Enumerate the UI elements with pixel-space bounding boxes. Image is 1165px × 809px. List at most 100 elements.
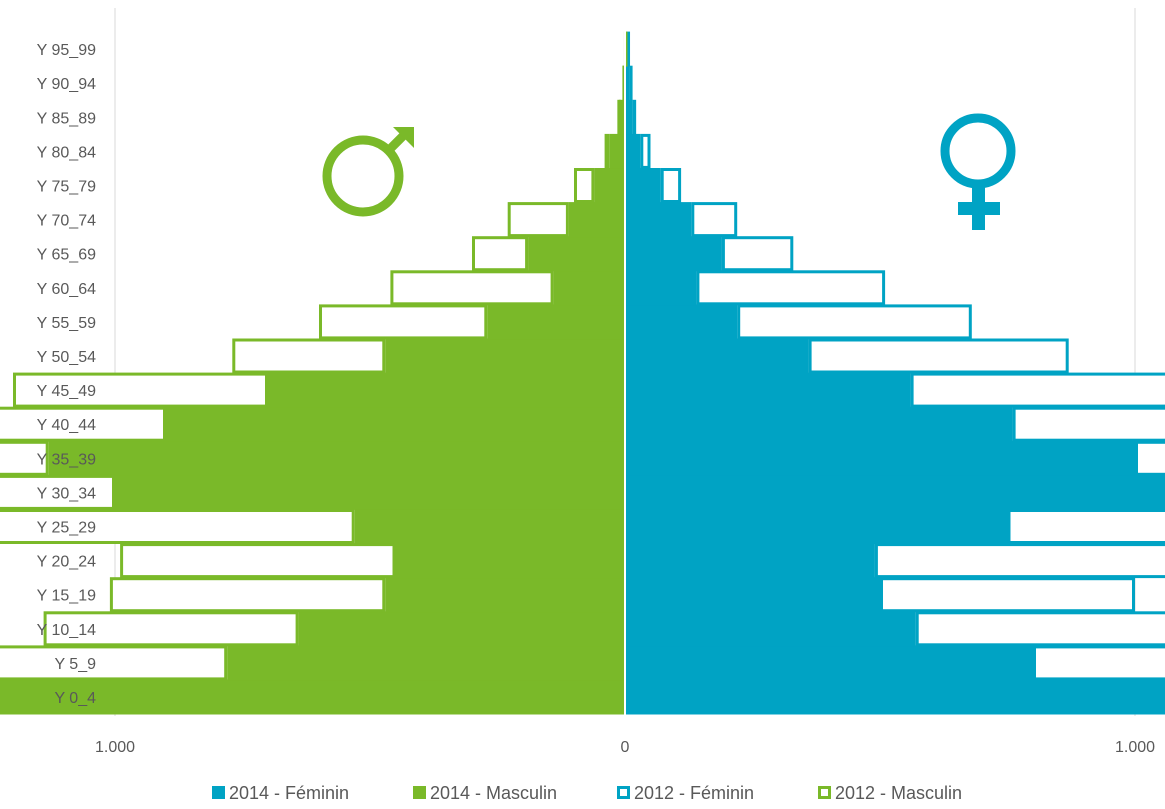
- legend-label: 2012 - Masculin: [835, 783, 962, 803]
- y-tick-label: Y 75_79: [37, 179, 96, 196]
- bar-male-2014: [0, 679, 626, 715]
- bar-male-2014: [227, 645, 625, 681]
- bar-male-2014: [115, 474, 625, 510]
- bar-male-2014: [487, 304, 625, 340]
- y-tick-label: Y 95_99: [37, 42, 96, 59]
- bar-female-2014: [625, 577, 880, 613]
- y-axis-labels: Y 0_4 Y 5_9 Y 10_14 Y 15_19 Y 20_24 Y 25_29 Y …: [37, 42, 96, 707]
- y-tick-label: Y 20_24: [37, 554, 96, 571]
- bar-male-2012: [390, 270, 554, 306]
- y-tick-label: Y 50_54: [37, 349, 96, 366]
- bar-male-2012: [0, 406, 166, 442]
- legend-item: 2012 - Féminin: [617, 783, 754, 803]
- legend: 2014 - Féminin 2014 - Masculin 2012 - Fémi…: [212, 783, 962, 803]
- bar-female-2012: [880, 577, 1135, 613]
- legend-swatch: [818, 786, 831, 799]
- bar-male-2014: [298, 611, 625, 647]
- y-tick-label: Y 55_59: [37, 315, 96, 332]
- x-tick-label: 0: [621, 739, 630, 756]
- y-tick-label: Y 60_64: [37, 281, 96, 298]
- y-tick-label: Y 35_39: [37, 451, 96, 468]
- bar-female-2012: [1033, 645, 1165, 681]
- y-tick-label: Y 85_89: [37, 110, 96, 127]
- bar-male-2012: [0, 474, 115, 510]
- bar-female-2014: [625, 406, 1013, 442]
- bar-male-2014: [385, 577, 625, 613]
- venus-icon: [940, 113, 1016, 230]
- bars-2014: [0, 31, 1165, 715]
- bar-male-2014: [528, 236, 625, 272]
- bar-male-2012: [574, 168, 595, 203]
- bar-female-2014: [625, 304, 738, 340]
- bar-male-2012: [472, 236, 529, 272]
- bar-male-2012: [0, 440, 49, 476]
- y-tick-label: Y 70_74: [37, 213, 96, 230]
- bar-female-2014: [625, 99, 633, 135]
- bar-female-2012: [696, 270, 886, 306]
- bar-male-2012: [13, 372, 268, 408]
- legend-swatch: [212, 786, 225, 799]
- bar-female-2012: [629, 65, 633, 101]
- legend-label: 2014 - Masculin: [430, 783, 557, 803]
- legend-label: 2012 - Féminin: [634, 783, 754, 803]
- bar-female-2012: [1012, 406, 1165, 442]
- y-tick-label: Y 10_14: [37, 622, 96, 639]
- bar-male-2012: [604, 133, 610, 169]
- legend-item: 2012 - Masculin: [818, 783, 962, 803]
- bar-female-2012: [808, 338, 1069, 374]
- bar-male-2012: [232, 338, 386, 374]
- bar-female-2012: [632, 99, 637, 135]
- y-tick-label: Y 40_44: [37, 417, 96, 434]
- bar-male-2012: [120, 543, 396, 579]
- bar-male-2014: [568, 202, 625, 238]
- y-tick-label: Y 65_69: [37, 247, 96, 264]
- bar-male-2012: [617, 99, 621, 135]
- bar-male-2014: [166, 406, 625, 442]
- mars-icon: [322, 127, 414, 217]
- bar-female-2014: [625, 611, 916, 647]
- bar-female-2014: [625, 133, 641, 169]
- bar-female-2014: [625, 202, 692, 238]
- bar-male-2012: [0, 509, 355, 544]
- bar-male-2014: [385, 338, 625, 374]
- bar-female-2014: [625, 236, 722, 272]
- bar-female-2014: [625, 474, 1165, 510]
- bar-female-2014: [625, 645, 1033, 681]
- y-tick-label: Y 30_34: [37, 485, 96, 502]
- bar-male-2012: [43, 611, 299, 647]
- bar-female-2012: [626, 31, 631, 67]
- bar-female-2014: [625, 338, 809, 374]
- bar-female-2012: [910, 372, 1165, 408]
- bar-male-2014: [609, 133, 625, 169]
- bar-male-2014: [553, 270, 625, 306]
- legend-item: 2014 - Masculin: [413, 783, 557, 803]
- bar-female-2014: [625, 543, 875, 579]
- bar-male-2014: [48, 440, 625, 476]
- bar-female-2012: [1135, 440, 1165, 476]
- bar-female-2014: [625, 168, 661, 203]
- x-tick-label: 1.000: [95, 739, 135, 756]
- x-tick-label: 1.000: [1115, 739, 1155, 756]
- bar-male-2014: [594, 168, 625, 203]
- bar-female-2012: [1007, 509, 1165, 544]
- y-tick-label: Y 0_4: [54, 690, 96, 707]
- bar-female-2012: [721, 236, 794, 272]
- bar-female-2012: [915, 611, 1165, 647]
- bar-female-2014: [625, 270, 697, 306]
- bar-female-2014: [625, 679, 1165, 715]
- bar-male-2014: [354, 509, 625, 544]
- bar-female-2012: [640, 133, 651, 169]
- legend-swatch: [413, 786, 426, 799]
- bar-male-2012: [0, 645, 228, 681]
- bar-male-2014: [618, 99, 625, 135]
- bar-female-2014: [625, 440, 1135, 476]
- bar-female-2014: [625, 372, 911, 408]
- bar-female-2012: [874, 543, 1165, 579]
- y-tick-label: Y 5_9: [54, 656, 96, 673]
- y-tick-label: Y 45_49: [37, 383, 96, 400]
- bar-male-2012: [319, 304, 488, 340]
- bar-female-2012: [660, 168, 682, 203]
- y-tick-label: Y 25_29: [37, 520, 96, 537]
